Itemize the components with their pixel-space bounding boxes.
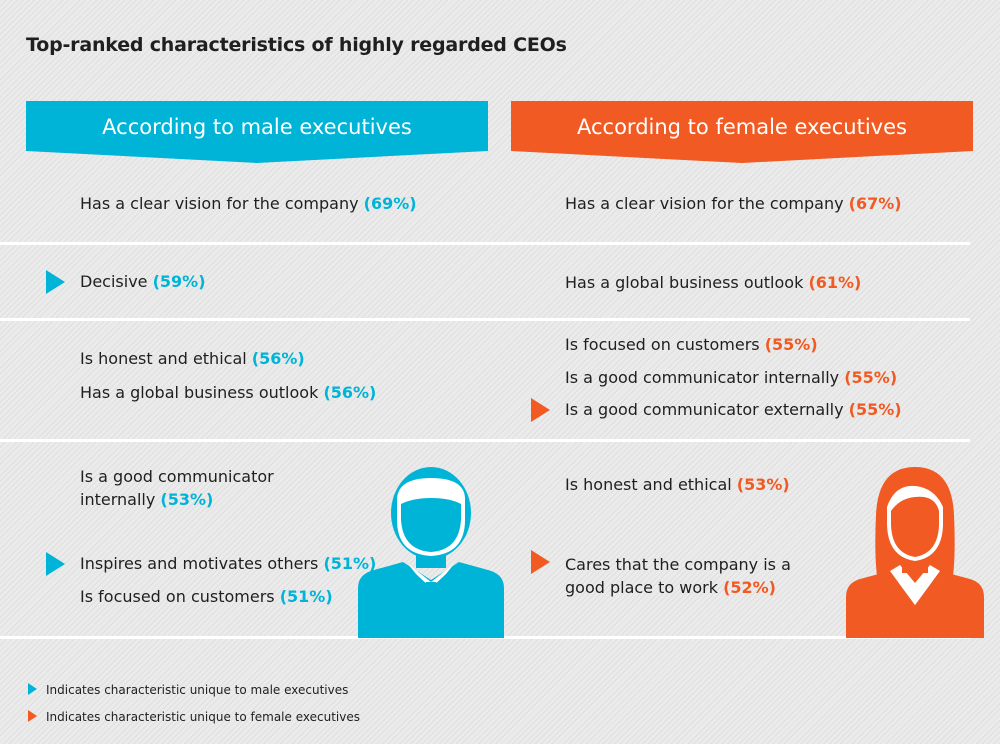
triangle-right-icon — [28, 683, 37, 695]
female-item-global-outlook: Has a global business outlook (61%) — [565, 273, 862, 292]
male-item-decisive: Decisive (59%) — [80, 272, 206, 291]
businessman-icon — [358, 467, 504, 638]
legend-female: Indicates characteristic unique to femal… — [28, 710, 360, 724]
businesswoman-icon — [846, 467, 984, 638]
female-item-communicator-internal: Is a good communicator internally (55%) — [565, 368, 898, 387]
row-divider — [0, 318, 970, 321]
male-item-clear-vision: Has a clear vision for the company (69%) — [80, 194, 417, 213]
male-item-communicator-internal: Is a good communicator internally (53%) — [80, 467, 274, 509]
female-item-focused-customers: Is focused on customers (55%) — [565, 335, 818, 354]
triangle-right-icon — [28, 710, 37, 722]
female-item-good-place-to-work: Cares that the company is a good place to… — [565, 555, 791, 597]
male-executives-header: According to male executives — [26, 101, 488, 151]
male-unique-marker-icon — [46, 552, 65, 576]
female-unique-marker-icon — [531, 550, 550, 574]
female-item-honest-ethical: Is honest and ethical (53%) — [565, 475, 790, 494]
female-item-clear-vision: Has a clear vision for the company (67%) — [565, 194, 902, 213]
male-unique-marker-icon — [46, 270, 65, 294]
male-item-honest-ethical: Is honest and ethical (56%) — [80, 349, 305, 368]
page-title: Top-ranked characteristics of highly reg… — [26, 34, 567, 56]
male-item-global-outlook: Has a global business outlook (56%) — [80, 383, 377, 402]
row-divider — [0, 439, 970, 442]
legend-male: Indicates characteristic unique to male … — [28, 683, 348, 697]
male-item-focused-customers: Is focused on customers (51%) — [80, 587, 333, 606]
female-unique-marker-icon — [531, 398, 550, 422]
male-item-inspires-motivates: Inspires and motivates others (51%) — [80, 554, 377, 573]
female-item-communicator-external: Is a good communicator externally (55%) — [565, 400, 902, 419]
female-executives-header: According to female executives — [511, 101, 973, 151]
row-divider — [0, 242, 970, 245]
